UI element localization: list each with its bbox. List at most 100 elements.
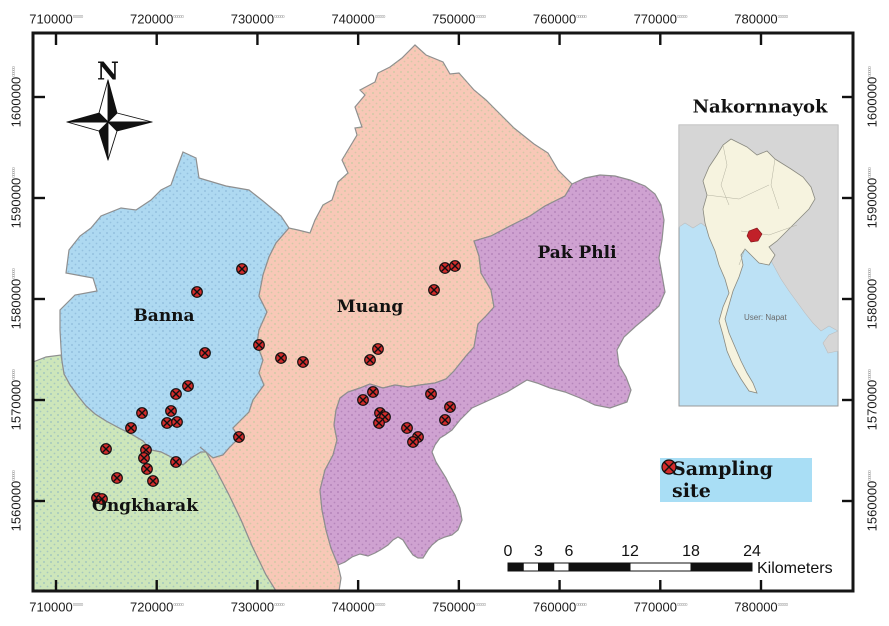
x-axis-label-top: 77000000000: [633, 11, 688, 27]
map-neatline: [31, 31, 855, 593]
sampling-site-marker: [444, 401, 456, 413]
tick-superscript: 00000: [11, 369, 17, 380]
sampling-site-marker: [253, 339, 265, 351]
sampling-site-marker: [407, 436, 419, 448]
scale-bar-number: 3: [534, 543, 543, 560]
tick-superscript: 00000: [274, 602, 285, 608]
y-axis-label-right: 158000000000: [864, 268, 880, 330]
inset-thailand-shape: [702, 138, 816, 394]
tick-superscript: 00000: [72, 602, 84, 608]
sampling-site-marker: [125, 422, 137, 434]
map-frame: [31, 31, 855, 593]
tick-superscript: 00000: [576, 14, 587, 20]
tick-superscript: 00000: [11, 66, 17, 77]
y-axis-label-left: 158000000000: [8, 268, 24, 330]
tick-superscript: 00000: [576, 602, 587, 608]
sampling-site-marker: [165, 405, 177, 417]
x-axis-label-bottom: 78000000000: [734, 599, 789, 615]
sampling-site-marker: [171, 416, 183, 428]
x-axis-label-bottom: 75000000000: [432, 599, 487, 615]
y-axis-label-left: 156000000000: [8, 470, 24, 532]
scale-bar-unit: Kilometers: [757, 560, 833, 577]
tick-superscript: 00000: [11, 470, 17, 481]
x-axis-label-bottom: 71000000000: [29, 599, 84, 615]
sampling-site-marker: [357, 394, 369, 406]
y-axis-label-right: 156000000000: [864, 470, 880, 532]
sampling-site-marker: [661, 459, 677, 475]
sampling-site-marker: [236, 263, 248, 275]
tick-superscript: 00000: [475, 14, 487, 20]
inset-title: Nakornnayok: [692, 96, 828, 118]
inset-province-borders: [706, 144, 798, 266]
x-axis-label-top: 71000000000: [29, 11, 84, 27]
x-axis-label-bottom: 74000000000: [331, 599, 386, 615]
tick-superscript: 00000: [11, 167, 17, 178]
y-axis-label-left: 159000000000: [8, 167, 24, 229]
sampling-site-marker: [373, 417, 385, 429]
tick-superscript: 00000: [274, 14, 285, 20]
x-axis-label-bottom: 76000000000: [532, 599, 587, 615]
y-axis-label-left: 157000000000: [8, 369, 24, 431]
tick-superscript: 00000: [374, 602, 386, 608]
legend: Sampling site: [660, 458, 812, 502]
thailand-inset-map: [678, 124, 839, 407]
scale-bar-number: 24: [743, 543, 761, 560]
sampling-site-marker: [297, 356, 309, 368]
sampling-site-marker: [96, 493, 108, 505]
sampling-site-marker: [449, 260, 461, 272]
scale-bar: 0 3 6 12 18 24: [504, 543, 761, 572]
y-axis-label-left: 160000000000: [8, 66, 24, 128]
x-axis-label-top: 72000000000: [130, 11, 184, 27]
tick-superscript: 00000: [173, 14, 184, 20]
sampling-site-marker: [111, 472, 123, 484]
inset-neighbor-land-se: [822, 330, 839, 354]
x-axis-label-top: 76000000000: [532, 11, 587, 27]
sampling-sites-layer: [91, 260, 461, 505]
x-axis-label-top: 73000000000: [230, 11, 285, 27]
tick-superscript: 00000: [777, 14, 789, 20]
tick-superscript: 00000: [72, 14, 84, 20]
sampling-site-marker: [428, 284, 440, 296]
scale-bar-number: 12: [621, 543, 639, 560]
x-axis-label-bottom: 73000000000: [230, 599, 285, 615]
compass-rose-icon: [66, 79, 153, 161]
x-axis-label-bottom: 77000000000: [633, 599, 688, 615]
tick-superscript: 00000: [867, 66, 873, 77]
tick-superscript: 00000: [777, 602, 789, 608]
sampling-site-marker: [136, 407, 148, 419]
sampling-site-marker: [170, 456, 182, 468]
sampling-site-marker: [147, 475, 159, 487]
sampling-site-marker: [367, 386, 379, 398]
sampling-site-marker: [100, 443, 112, 455]
y-axis-label-right: 160000000000: [864, 66, 880, 128]
x-axis-label-top: 74000000000: [331, 11, 385, 27]
sampling-site-marker: [199, 347, 211, 359]
sampling-site-marker: [170, 388, 182, 400]
sampling-site-marker: [439, 414, 451, 426]
sampling-site-marker: [138, 452, 150, 464]
sampling-site-marker: [372, 343, 384, 355]
x-axis-label-top: 75000000000: [432, 11, 487, 27]
tick-superscript: 00000: [11, 268, 17, 279]
sampling-site-legend-icon: [661, 459, 677, 475]
y-axis-label-right: 157000000000: [864, 369, 880, 431]
north-label: N: [97, 56, 119, 86]
sampling-site-marker: [401, 422, 413, 434]
x-axis-label-top: 78000000000: [734, 11, 789, 27]
tick-superscript: 00000: [676, 602, 688, 608]
legend-label: Sampling site: [672, 458, 773, 502]
tick-superscript: 00000: [867, 369, 873, 380]
district-label-pakphli: Pak Phli: [537, 243, 617, 263]
sampling-site-marker: [364, 354, 376, 366]
sampling-site-marker: [182, 380, 194, 392]
tick-superscript: 00000: [676, 14, 688, 20]
district-label-muang: Muang: [336, 297, 404, 317]
x-axis-label-bottom: 72000000000: [130, 599, 184, 615]
sampling-site-marker: [191, 286, 203, 298]
tick-superscript: 00000: [475, 602, 487, 608]
y-axis-label-right: 159000000000: [864, 167, 880, 229]
inset-credit: User: Napat: [744, 313, 787, 322]
tick-superscript: 00000: [867, 268, 873, 279]
scale-bar-number: 0: [504, 543, 513, 560]
